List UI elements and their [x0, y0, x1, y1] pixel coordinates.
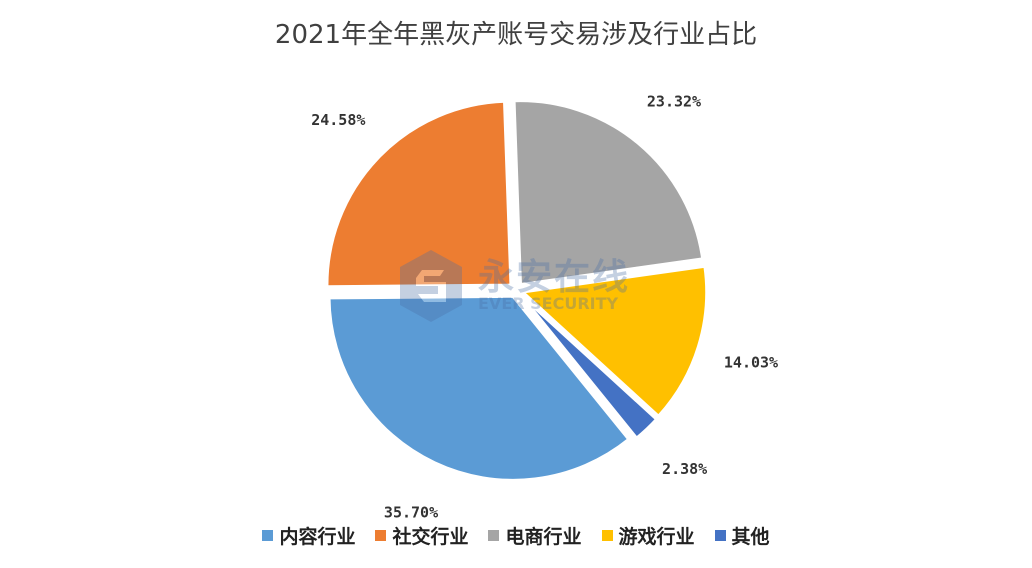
pie-slice-2: [325, 99, 513, 289]
legend-label: 其他: [731, 526, 770, 548]
legend-item-1: 内容行业: [262, 522, 355, 549]
slice-label-1: 35.70%: [384, 503, 438, 521]
legend-label: 社交行业: [392, 526, 469, 548]
legend: 内容行业 社交行业 电商行业 游戏行业 其他: [0, 522, 1032, 549]
slice-label-4: 14.03%: [724, 354, 778, 372]
legend-swatch: [488, 530, 500, 541]
slice-label-2: 24.58%: [311, 111, 365, 129]
pie-slice-1: [327, 294, 631, 482]
slice-label-5: 2.38%: [662, 460, 707, 478]
legend-label: 电商行业: [505, 526, 582, 548]
legend-swatch: [262, 530, 274, 541]
legend-item-2: 社交行业: [375, 522, 468, 549]
legend-item-5: 其他: [714, 522, 770, 549]
pie-slice-4: [519, 264, 709, 419]
legend-swatch: [375, 530, 387, 541]
legend-label: 游戏行业: [618, 526, 695, 548]
pie-slice-5: [519, 293, 659, 441]
chart-title: 2021年全年黑灰产账号交易涉及行业占比: [274, 20, 758, 50]
legend-swatch: [714, 530, 726, 541]
slice-label-3: 23.32%: [647, 92, 701, 110]
legend-swatch: [601, 530, 613, 541]
legend-item-4: 游戏行业: [601, 522, 695, 549]
legend-item-3: 电商行业: [488, 522, 582, 549]
legend-label: 内容行业: [279, 526, 356, 548]
pie-slice-3: [512, 99, 705, 287]
